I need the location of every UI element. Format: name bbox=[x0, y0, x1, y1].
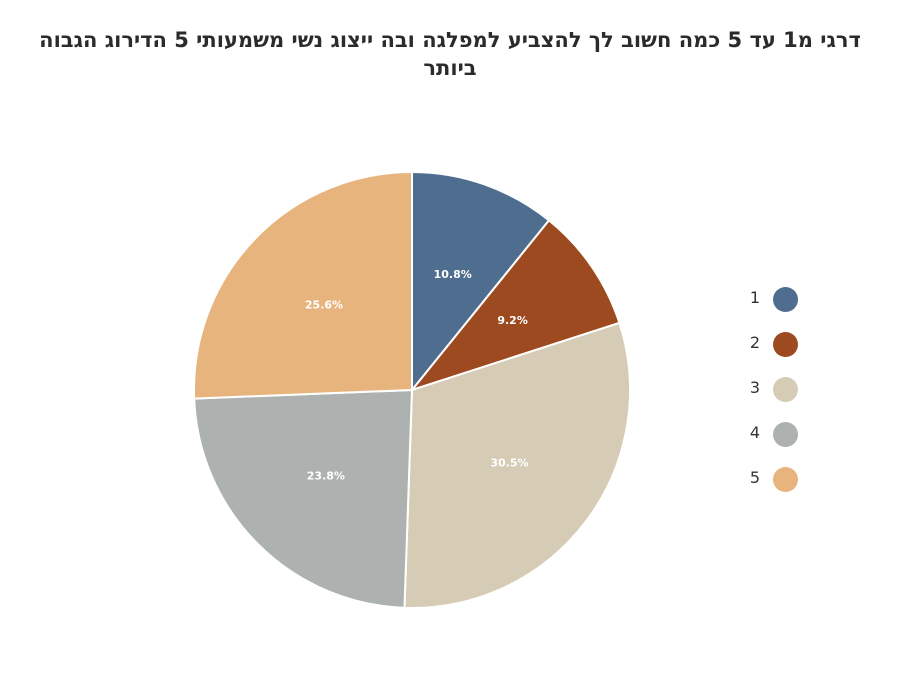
slice-data-label: 10.8% bbox=[434, 268, 472, 281]
legend-label: 3 bbox=[749, 378, 761, 397]
pie-slice-1[interactable] bbox=[411, 170, 551, 393]
legend-item-1[interactable]: 1 bbox=[745, 282, 805, 327]
legend-item-5[interactable]: 5 bbox=[745, 462, 805, 507]
slice-data-label: 23.8% bbox=[307, 470, 345, 483]
legend-swatch bbox=[773, 422, 798, 447]
legend-swatch bbox=[773, 332, 798, 357]
legend-swatch bbox=[773, 467, 798, 492]
pie-slice-5[interactable] bbox=[193, 170, 413, 400]
legend-item-4[interactable]: 4 bbox=[745, 417, 805, 462]
pie-slice-2[interactable] bbox=[409, 218, 621, 392]
legend-label: 5 bbox=[749, 468, 761, 487]
legend-label: 4 bbox=[749, 423, 761, 442]
legend-swatch bbox=[773, 377, 798, 402]
legend-label: 1 bbox=[749, 288, 761, 307]
pie-slice-4[interactable] bbox=[193, 388, 414, 609]
legend: 1 2 3 4 5 bbox=[745, 282, 805, 507]
slice-data-label: 25.6% bbox=[305, 298, 343, 311]
slice-data-label: 30.5% bbox=[490, 457, 528, 470]
pie-slice-labels: 10.8% 9.2% 30.5% 23.8% 25.6% bbox=[305, 268, 529, 483]
slice-data-label: 9.2% bbox=[497, 314, 528, 327]
pie-slice-3[interactable] bbox=[403, 321, 631, 609]
legend-item-3[interactable]: 3 bbox=[745, 372, 805, 417]
chart-title: דרגי מ1 עד 5 כמה חשוב לך להצביע למפלגה ו… bbox=[39, 28, 861, 80]
legend-label: 2 bbox=[749, 333, 761, 352]
pie-slices bbox=[193, 170, 631, 609]
legend-swatch bbox=[773, 287, 798, 312]
legend-item-2[interactable]: 2 bbox=[745, 327, 805, 372]
